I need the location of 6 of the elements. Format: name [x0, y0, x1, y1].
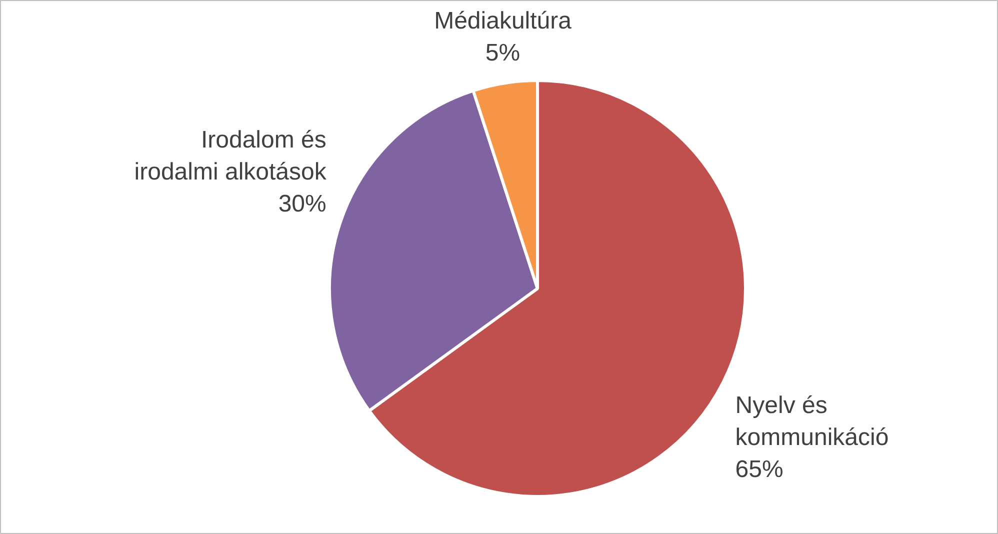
- data-label: 65%: [735, 456, 784, 483]
- slice-label: Nyelv és kommunikáció: [735, 392, 889, 451]
- slice-label: Irodalom és irodalmi alkotások: [134, 126, 328, 186]
- slice-label: Médiakultúra: [434, 8, 572, 35]
- data-label: 5%: [485, 40, 520, 67]
- data-label: 30%: [278, 190, 326, 218]
